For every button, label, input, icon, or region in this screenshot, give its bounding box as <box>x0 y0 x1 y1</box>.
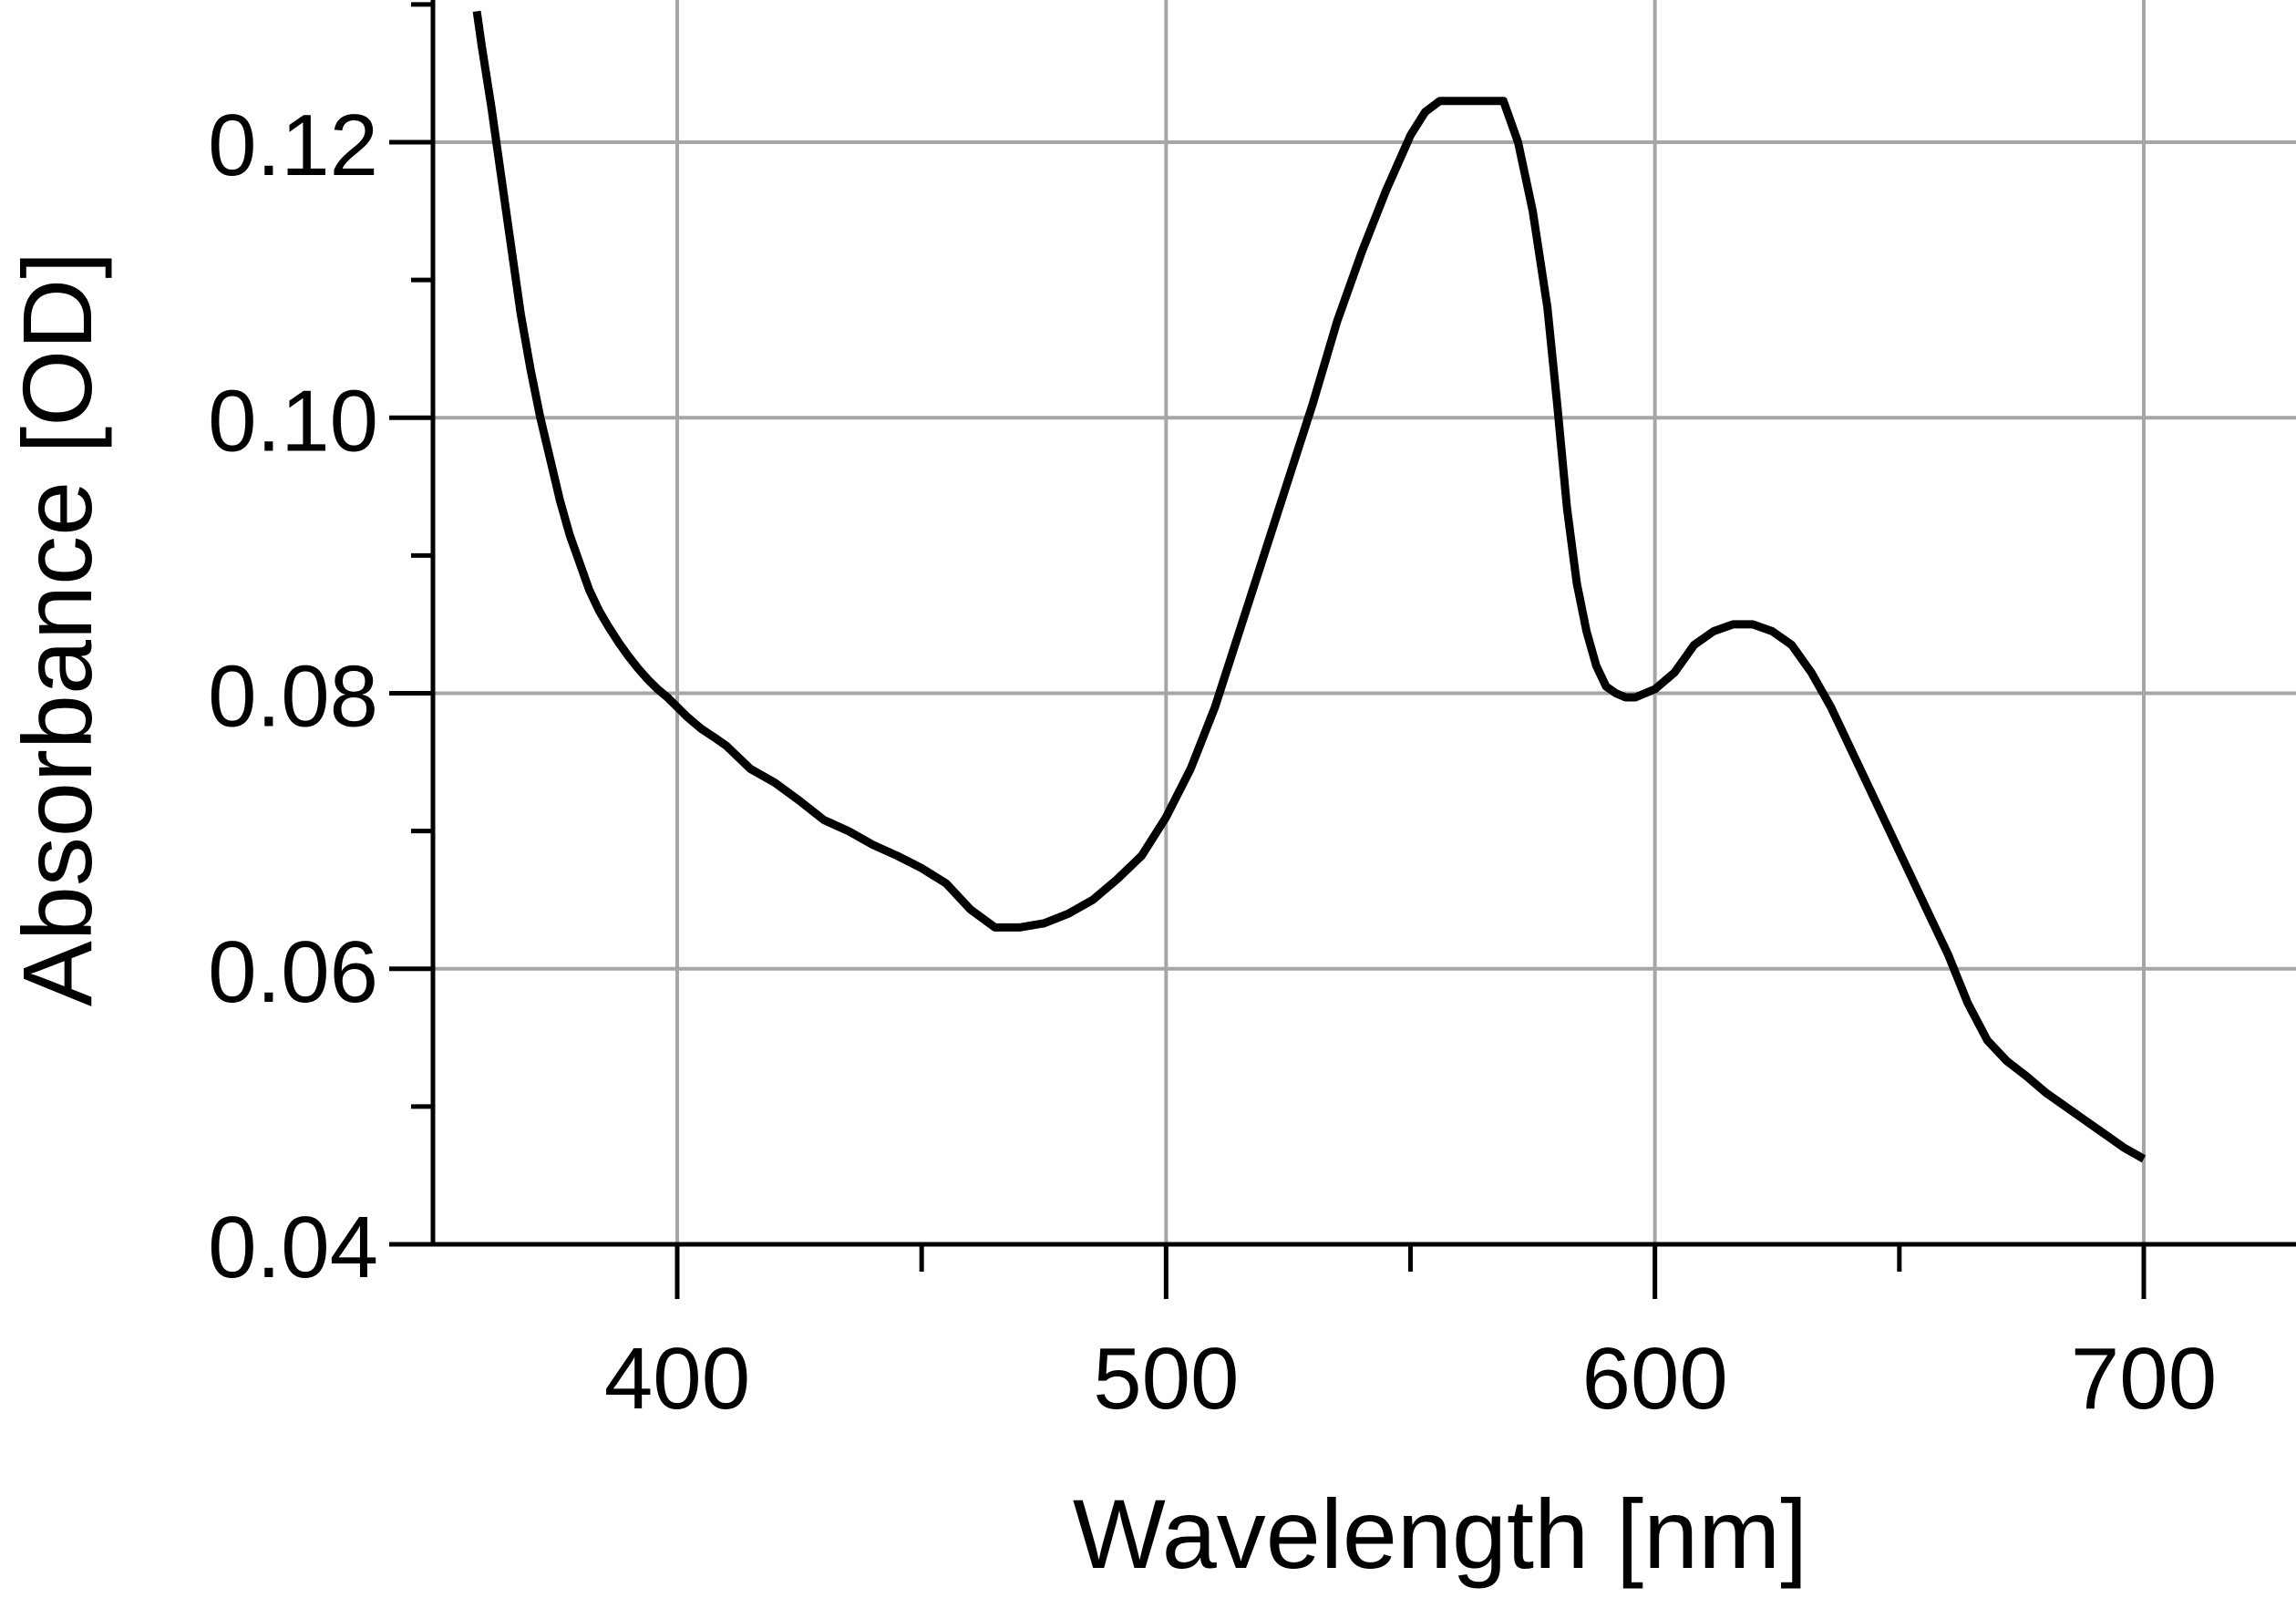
y-axis-label: Absorbance [OD] <box>2 252 112 1006</box>
axes <box>389 0 2296 1299</box>
x-tick-label: 700 <box>2071 1330 2217 1428</box>
series-layer <box>472 10 2147 1163</box>
y-tick-label: 0.06 <box>208 923 378 1021</box>
x-tick-label: 600 <box>1582 1330 1728 1428</box>
y-tick-label: 0.08 <box>208 648 378 746</box>
tick-labels: 400 500 600 700 0.04 0.06 0.08 0.10 0.12 <box>208 97 2217 1428</box>
spectrum-line <box>472 10 2147 1163</box>
y-tick-label: 0.10 <box>208 372 378 469</box>
y-tick-label: 0.12 <box>208 97 378 194</box>
x-axis-label: Wavelength [nm] <box>1073 1479 1807 1589</box>
x-tick-label: 500 <box>1093 1330 1239 1428</box>
y-tick-label: 0.04 <box>208 1199 378 1296</box>
gridlines <box>433 0 2296 1244</box>
x-tick-label: 400 <box>604 1330 750 1428</box>
